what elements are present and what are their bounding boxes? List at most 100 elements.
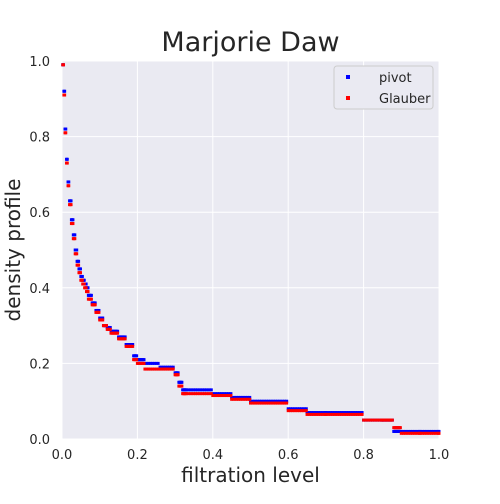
data-point [77, 263, 81, 267]
x-tick-label: 0.8 [353, 448, 374, 463]
data-point [230, 397, 234, 401]
data-point [319, 411, 323, 415]
data-point [162, 365, 166, 369]
data-point [147, 367, 151, 371]
data-point [171, 367, 175, 371]
data-point [229, 394, 233, 398]
data-point [417, 431, 421, 435]
data-point [273, 401, 277, 405]
data-point [335, 412, 339, 416]
data-point [255, 399, 259, 403]
data-point [230, 395, 234, 399]
data-point [150, 361, 154, 365]
data-point [323, 411, 327, 415]
data-point [249, 399, 252, 403]
data-point [131, 343, 135, 346]
data-point [162, 367, 166, 371]
y-tick-label: 0.0 [29, 433, 50, 448]
data-point [82, 278, 86, 282]
data-point [158, 365, 162, 369]
data-point [69, 199, 73, 203]
data-point [86, 286, 90, 290]
data-point [307, 411, 311, 415]
y-tick-label: 1.0 [29, 55, 50, 70]
data-point [211, 394, 215, 398]
data-point [293, 407, 297, 411]
data-point [73, 233, 77, 237]
data-point [167, 365, 171, 369]
data-point [288, 407, 292, 411]
data-point [189, 388, 193, 392]
data-point [262, 401, 266, 405]
data-point [286, 407, 290, 411]
data-point [423, 431, 427, 435]
data-point [135, 354, 139, 358]
data-point [77, 259, 81, 263]
data-point [253, 401, 257, 405]
data-point [245, 395, 249, 399]
data-point [399, 431, 403, 435]
data-point [436, 429, 440, 433]
data-point [104, 324, 108, 328]
data-point [145, 367, 149, 371]
data-point [224, 394, 228, 398]
data-point [123, 335, 127, 339]
data-point [368, 418, 372, 422]
data-point [302, 409, 306, 413]
data-point [312, 411, 316, 415]
data-point [116, 329, 120, 333]
data-point [335, 411, 339, 415]
data-point [371, 418, 375, 422]
data-point [160, 365, 164, 369]
data-point [200, 388, 204, 392]
data-point [191, 388, 195, 392]
data-point [280, 401, 284, 405]
data-point [123, 337, 127, 341]
x-tick-label: 0.4 [202, 448, 223, 463]
data-point [180, 384, 184, 388]
data-point [156, 367, 160, 371]
data-point [347, 412, 351, 416]
data-point [248, 397, 252, 401]
data-point [314, 411, 318, 415]
data-point [423, 429, 427, 433]
data-point [166, 367, 170, 371]
data-point [62, 63, 66, 67]
data-point [415, 431, 419, 435]
data-points [61, 63, 441, 435]
data-point [264, 399, 268, 403]
data-point [360, 411, 364, 415]
data-point [342, 412, 346, 416]
data-point [406, 431, 410, 435]
data-point [169, 365, 173, 369]
data-point [207, 388, 211, 392]
data-point [239, 397, 243, 401]
legend-box [333, 65, 434, 110]
data-point [411, 429, 415, 433]
data-point [215, 392, 219, 396]
data-point [203, 388, 207, 392]
data-point [154, 361, 158, 365]
data-point [415, 429, 419, 433]
y-tick-label: 0.8 [29, 131, 50, 146]
data-point [413, 431, 417, 435]
data-point [93, 301, 97, 305]
data-point [398, 429, 402, 433]
data-point [67, 184, 71, 188]
data-point [425, 431, 429, 435]
data-point [377, 418, 381, 422]
data-point [152, 367, 156, 371]
data-point [253, 399, 257, 403]
data-point [267, 401, 271, 405]
data-point [260, 399, 264, 403]
legend-label-glauber: Glauber [379, 92, 431, 107]
data-point [429, 429, 433, 433]
data-point [108, 325, 112, 329]
data-point [310, 412, 314, 416]
data-point [373, 418, 377, 422]
data-point [80, 274, 84, 278]
x-axis-label: filtration level [181, 463, 320, 487]
data-point [380, 418, 384, 422]
